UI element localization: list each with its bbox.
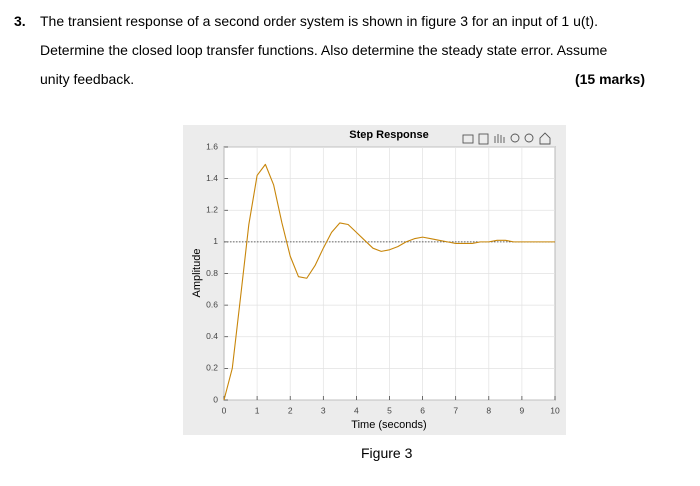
- y-tick-label: 0: [213, 394, 218, 404]
- x-tick-label: 6: [420, 405, 425, 415]
- chart: Step Response Time (seconds) Amplitude 0…: [191, 129, 560, 431]
- question-line: Determine the closed loop transfer funct…: [40, 42, 608, 58]
- marks: (15 marks): [574, 71, 645, 87]
- x-tick-label: 9: [520, 405, 525, 415]
- toolbar-icon[interactable]: [524, 133, 534, 143]
- y-tick-label: 1.2: [206, 205, 218, 215]
- chart-title: Step Response: [349, 129, 428, 141]
- toolbar-icon[interactable]: [462, 134, 474, 144]
- x-tick-label: 7: [453, 405, 458, 415]
- x-tick-label: 4: [354, 405, 359, 415]
- x-tick-label: 0: [222, 405, 227, 415]
- x-tick-label: 5: [387, 405, 392, 415]
- y-tick-label: 0.8: [206, 268, 218, 278]
- y-tick-label: 1.6: [206, 141, 218, 151]
- figure-caption: Figure 3: [361, 445, 413, 461]
- toolbar-icon[interactable]: [510, 133, 520, 143]
- y-tick-label: 0.4: [206, 331, 218, 341]
- question-line: unity feedback.: [40, 71, 135, 87]
- y-tick-label: 0.2: [206, 363, 218, 373]
- toolbar-icon[interactable]: [494, 134, 505, 143]
- x-axis-label: Time (seconds): [351, 419, 426, 431]
- x-tick-label: 1: [255, 405, 260, 415]
- x-tick-label: 3: [321, 405, 326, 415]
- question-line: The transient response of a second order…: [40, 13, 598, 29]
- toolbar-icon[interactable]: [478, 133, 489, 145]
- x-tick-label: 10: [550, 405, 560, 415]
- question-number: 3.: [14, 13, 26, 29]
- response-line: [223, 163, 555, 401]
- y-tick-label: 1.4: [206, 173, 218, 183]
- y-tick-label: 1: [213, 236, 218, 246]
- x-tick-label: 2: [288, 405, 293, 415]
- y-axis-label: Amplitude: [191, 249, 203, 298]
- x-tick-label: 8: [486, 405, 491, 415]
- toolbar-icon[interactable]: [539, 132, 551, 145]
- y-tick-label: 0.6: [206, 299, 218, 309]
- figure: Step Response Time (seconds) Amplitude 0…: [183, 125, 566, 435]
- toolbar: [462, 132, 551, 145]
